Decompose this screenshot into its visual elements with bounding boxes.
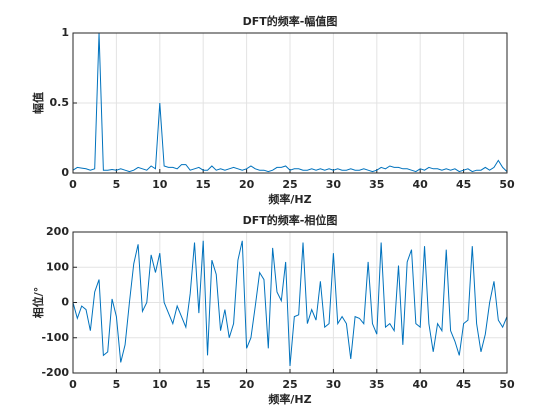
chart-title: DFT的频率-相位图 (243, 213, 338, 227)
x-tick-label: 20 (239, 378, 255, 391)
y-tick-label: 200 (46, 225, 69, 238)
y-tick-label: -100 (41, 331, 69, 344)
y-tick-label: 0 (61, 296, 69, 309)
x-tick-label: 40 (413, 378, 429, 391)
x-tick-label: 30 (326, 178, 342, 191)
x-tick-label: 45 (456, 378, 471, 391)
x-axis-label: 频率/HZ (268, 392, 311, 406)
x-axis-label: 频率/HZ (268, 192, 311, 206)
chart-title: DFT的频率-幅值图 (243, 14, 338, 28)
x-tick-label: 15 (196, 378, 211, 391)
x-tick-label: 10 (152, 178, 168, 191)
axes-box (72, 231, 508, 374)
data-line (72, 240, 508, 366)
x-tick-label: 30 (326, 378, 342, 391)
x-tick-label: 10 (152, 378, 168, 391)
y-tick-label: 1 (61, 26, 69, 39)
x-tick-label: 20 (239, 178, 255, 191)
x-tick-label: 0 (69, 178, 77, 191)
x-tick-label: 15 (196, 178, 211, 191)
y-tick-label: 0.5 (50, 96, 70, 109)
x-tick-label: 50 (499, 378, 515, 391)
x-tick-label: 35 (369, 178, 384, 191)
y-tick-label: 100 (46, 260, 69, 273)
y-axis-label: 幅值 (31, 92, 45, 114)
x-tick-label: 25 (282, 378, 297, 391)
data-line (72, 32, 508, 173)
x-tick-label: 5 (113, 378, 121, 391)
x-tick-label: 45 (456, 178, 471, 191)
axes-box (72, 32, 508, 174)
x-tick-label: 35 (369, 378, 384, 391)
y-tick-label: -200 (41, 366, 69, 379)
x-tick-label: 5 (113, 178, 121, 191)
x-tick-label: 0 (69, 378, 77, 391)
x-tick-label: 40 (413, 178, 429, 191)
y-axis-label: 相位/° (31, 287, 45, 319)
x-tick-label: 50 (499, 178, 515, 191)
y-tick-label: 0 (61, 166, 69, 179)
x-tick-label: 25 (282, 178, 297, 191)
